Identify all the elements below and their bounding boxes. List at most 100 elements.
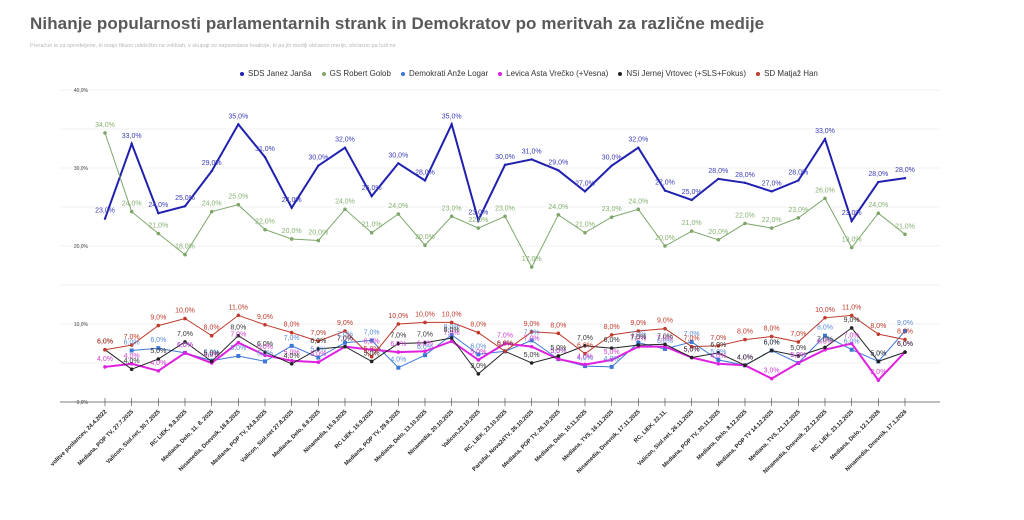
data-point[interactable] <box>716 357 721 362</box>
data-point[interactable] <box>156 323 161 328</box>
data-point[interactable] <box>103 217 107 220</box>
data-point[interactable] <box>369 354 374 359</box>
data-point[interactable] <box>209 209 214 214</box>
legend-item[interactable]: NSi Jernej Vrtovec (+SLS+Fokus) <box>618 69 746 78</box>
data-point[interactable] <box>876 359 881 364</box>
data-point[interactable] <box>183 351 187 355</box>
data-point[interactable] <box>850 219 853 223</box>
data-point[interactable] <box>876 378 881 382</box>
data-point[interactable] <box>289 358 294 363</box>
data-point[interactable] <box>476 372 481 376</box>
data-point[interactable] <box>609 346 614 350</box>
data-point[interactable] <box>423 340 427 345</box>
data-point[interactable] <box>450 123 453 126</box>
data-point[interactable] <box>716 361 721 366</box>
data-point[interactable] <box>797 179 800 182</box>
data-point[interactable] <box>369 230 374 235</box>
data-point[interactable] <box>769 226 774 230</box>
data-point[interactable] <box>343 340 347 345</box>
data-point[interactable] <box>503 341 507 346</box>
data-point[interactable] <box>129 348 134 353</box>
data-point[interactable] <box>476 352 481 357</box>
data-point[interactable] <box>449 320 454 325</box>
data-point[interactable] <box>289 361 294 366</box>
legend-item[interactable]: Levica Asta Vrečko (+Vesna) <box>498 69 608 78</box>
data-point[interactable] <box>209 359 214 364</box>
legend-item[interactable]: SD Matjaž Han <box>756 69 818 78</box>
data-point[interactable] <box>717 177 720 181</box>
data-point[interactable] <box>716 351 721 355</box>
data-point[interactable] <box>183 252 187 257</box>
data-point[interactable] <box>236 313 241 318</box>
data-point[interactable] <box>369 359 374 364</box>
data-point[interactable] <box>263 350 267 354</box>
data-point[interactable] <box>476 330 481 335</box>
data-point[interactable] <box>743 363 747 368</box>
data-point[interactable] <box>583 351 587 356</box>
data-point[interactable] <box>636 329 641 333</box>
data-point[interactable] <box>423 179 427 182</box>
data-point[interactable] <box>529 338 534 343</box>
data-point[interactable] <box>823 196 827 201</box>
data-point[interactable] <box>663 189 667 192</box>
data-point[interactable] <box>103 347 107 352</box>
data-point[interactable] <box>449 339 454 343</box>
data-point[interactable] <box>449 214 454 219</box>
data-point[interactable] <box>156 357 161 361</box>
data-point[interactable] <box>769 348 774 353</box>
data-point[interactable] <box>583 362 587 367</box>
data-point[interactable] <box>849 313 854 318</box>
data-point[interactable] <box>903 176 907 180</box>
data-point[interactable] <box>689 339 694 344</box>
data-point[interactable] <box>823 345 827 350</box>
data-point[interactable] <box>156 369 161 373</box>
data-point[interactable] <box>823 333 827 338</box>
data-point[interactable] <box>103 365 107 369</box>
data-point[interactable] <box>609 358 614 362</box>
data-point[interactable] <box>129 361 134 366</box>
data-point[interactable] <box>609 215 614 219</box>
data-point[interactable] <box>156 231 161 236</box>
data-point[interactable] <box>183 340 187 344</box>
data-point[interactable] <box>796 354 801 358</box>
data-point[interactable] <box>369 347 374 352</box>
data-point[interactable] <box>770 190 773 193</box>
legend-item[interactable]: GS Robert Golob <box>321 69 391 78</box>
data-point[interactable] <box>263 322 267 327</box>
data-point[interactable] <box>369 338 374 343</box>
data-point[interactable] <box>796 340 801 344</box>
data-point[interactable] <box>636 340 641 345</box>
data-point[interactable] <box>849 245 854 250</box>
data-point[interactable] <box>823 137 827 141</box>
data-point[interactable] <box>690 198 693 202</box>
data-point[interactable] <box>583 190 587 193</box>
data-point[interactable] <box>636 343 641 347</box>
data-point[interactable] <box>449 336 454 340</box>
data-point[interactable] <box>556 331 561 336</box>
data-point[interactable] <box>396 341 401 346</box>
data-point[interactable] <box>263 155 267 159</box>
data-point[interactable] <box>476 358 481 362</box>
data-point[interactable] <box>396 212 401 216</box>
data-point[interactable] <box>876 332 881 336</box>
data-point[interactable] <box>903 329 907 334</box>
data-point[interactable] <box>263 227 267 232</box>
data-point[interactable] <box>663 326 667 331</box>
data-point[interactable] <box>663 342 667 347</box>
data-point[interactable] <box>423 353 427 358</box>
data-point[interactable] <box>423 320 427 325</box>
data-point[interactable] <box>183 205 187 208</box>
data-point[interactable] <box>849 326 854 330</box>
data-point[interactable] <box>157 212 160 215</box>
data-point[interactable] <box>689 229 694 233</box>
data-point[interactable] <box>903 232 907 237</box>
data-point[interactable] <box>529 344 534 349</box>
data-point[interactable] <box>236 353 241 358</box>
data-point[interactable] <box>316 238 321 243</box>
data-point[interactable] <box>716 344 721 348</box>
data-point[interactable] <box>343 344 347 349</box>
data-point[interactable] <box>637 146 640 149</box>
data-point[interactable] <box>663 346 667 351</box>
data-point[interactable] <box>876 211 881 216</box>
data-point[interactable] <box>609 364 614 369</box>
